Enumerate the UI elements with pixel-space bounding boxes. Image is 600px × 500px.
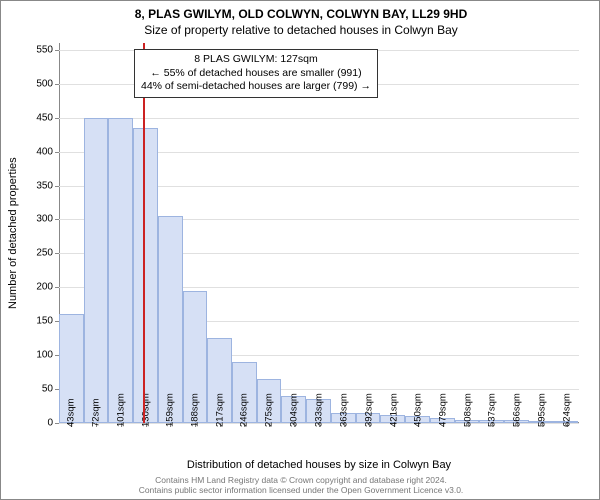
y-axis-label: Number of detached properties — [7, 43, 21, 423]
y-tick-label: 550 — [36, 44, 53, 55]
y-tick-mark — [55, 118, 59, 119]
x-tick-label: 595sqm — [536, 393, 547, 427]
x-tick-label: 479sqm — [438, 393, 449, 427]
grid-line — [59, 118, 579, 119]
y-tick-label: 0 — [47, 418, 53, 429]
y-tick-label: 500 — [36, 78, 53, 89]
y-tick-mark — [55, 219, 59, 220]
annotation-line1: 8 PLAS GWILYM: 127sqm — [141, 53, 371, 67]
x-tick-label: 508sqm — [462, 393, 473, 427]
x-tick-label: 159sqm — [165, 393, 176, 427]
y-tick-label: 150 — [36, 316, 53, 327]
y-tick-mark — [55, 152, 59, 153]
x-tick-label: 304sqm — [288, 393, 299, 427]
y-tick-label: 200 — [36, 282, 53, 293]
x-tick-label: 43sqm — [66, 398, 77, 427]
property-marker-line — [143, 43, 145, 423]
y-tick-mark — [55, 84, 59, 85]
y-tick-label: 400 — [36, 146, 53, 157]
x-tick-label: 333sqm — [313, 393, 324, 427]
y-tick-mark — [55, 253, 59, 254]
annotation-box: 8 PLAS GWILYM: 127sqm← 55% of detached h… — [134, 49, 378, 98]
y-tick-label: 450 — [36, 112, 53, 123]
y-tick-label: 250 — [36, 248, 53, 259]
footer-line1: Contains HM Land Registry data © Crown c… — [1, 475, 600, 485]
x-tick-label: 188sqm — [189, 393, 200, 427]
x-tick-label: 450sqm — [413, 393, 424, 427]
x-tick-label: 421sqm — [388, 393, 399, 427]
y-tick-mark — [55, 287, 59, 288]
chart-subtitle: Size of property relative to detached ho… — [1, 23, 600, 37]
x-tick-label: 275sqm — [264, 393, 275, 427]
y-tick-mark — [55, 423, 59, 424]
y-tick-mark — [55, 186, 59, 187]
x-tick-label: 392sqm — [363, 393, 374, 427]
chart-title-address: 8, PLAS GWILYM, OLD COLWYN, COLWYN BAY, … — [1, 7, 600, 21]
histogram-bar — [84, 118, 109, 423]
x-tick-label: 101sqm — [115, 393, 126, 427]
chart-container: 8, PLAS GWILYM, OLD COLWYN, COLWYN BAY, … — [0, 0, 600, 500]
x-tick-label: 566sqm — [512, 393, 523, 427]
plot-area: 05010015020025030035040045050055043sqm72… — [59, 43, 579, 423]
x-axis-label: Distribution of detached houses by size … — [59, 459, 579, 471]
annotation-line2: ← 55% of detached houses are smaller (99… — [141, 67, 371, 81]
histogram-bar — [108, 118, 133, 423]
y-tick-mark — [55, 50, 59, 51]
x-tick-label: 363sqm — [339, 393, 350, 427]
x-tick-label: 246sqm — [239, 393, 250, 427]
y-tick-label: 100 — [36, 350, 53, 361]
x-tick-label: 217sqm — [214, 393, 225, 427]
y-tick-label: 350 — [36, 180, 53, 191]
y-tick-label: 50 — [42, 384, 53, 395]
footer-line2: Contains public sector information licen… — [1, 485, 600, 495]
x-tick-label: 537sqm — [487, 393, 498, 427]
x-tick-label: 624sqm — [561, 393, 572, 427]
annotation-line3: 44% of semi-detached houses are larger (… — [141, 80, 371, 94]
x-tick-label: 130sqm — [140, 393, 151, 427]
histogram-bar — [133, 128, 158, 423]
x-tick-label: 72sqm — [91, 398, 102, 427]
histogram-bar — [158, 216, 183, 423]
y-tick-label: 300 — [36, 214, 53, 225]
footer-attribution: Contains HM Land Registry data © Crown c… — [1, 475, 600, 495]
